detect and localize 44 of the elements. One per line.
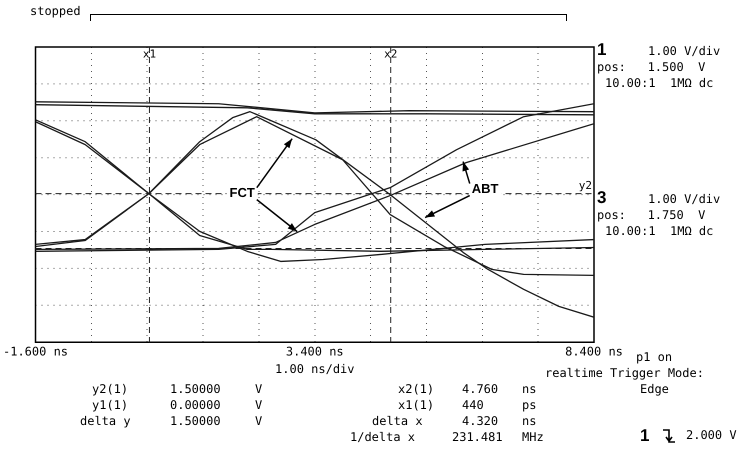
text: V (255, 398, 262, 412)
text: 10.00:1 1MΩ dc (605, 224, 714, 238)
text: ns (522, 382, 536, 396)
ref-line-label: x1 (142, 47, 156, 60)
text: 4.760 (462, 382, 498, 396)
text: pos: 1.750 V (597, 208, 706, 222)
text: 1.00 V/div (648, 44, 720, 58)
text: 1.50000 (170, 414, 221, 428)
text: Edge (640, 382, 669, 396)
text: y2(1) (92, 382, 128, 396)
text: MHz (522, 430, 544, 444)
text: delta y (80, 414, 131, 428)
text: V (255, 414, 262, 428)
text: 3 (597, 188, 606, 208)
x-tick-label: 8.400 ns (565, 344, 623, 359)
x-tick-label: 3.400 ns (286, 344, 344, 359)
text: 1/delta x (350, 430, 416, 444)
text: delta x (372, 414, 423, 428)
text: p1 on (636, 350, 672, 364)
text: 2.000 V (686, 428, 737, 442)
text: x2(1) (398, 382, 434, 396)
text: realtime Trigger Mode: (545, 366, 704, 380)
text: 440 (462, 398, 484, 412)
text: 1.50000 (170, 382, 221, 396)
text: V (255, 382, 262, 396)
text: pos: 1.500 V (597, 60, 706, 74)
text: 1 (597, 40, 606, 60)
annotation: ABT (472, 181, 499, 196)
ref-line-label: y2 (578, 179, 592, 192)
annotation: FCT (230, 185, 255, 200)
text: 231.481 (452, 430, 503, 444)
text: ps (522, 398, 536, 412)
text: y1(1) (92, 398, 128, 412)
x-tick-label: -1.600 ns (2, 344, 68, 359)
x-axis-title: 1.00 ns/div (275, 362, 354, 376)
text: x1(1) (398, 398, 434, 412)
text: ns (522, 414, 536, 428)
text: 4.320 (462, 414, 498, 428)
text: stopped (30, 4, 81, 18)
text: 0.00000 (170, 398, 221, 412)
text: 1.00 V/div (648, 192, 720, 206)
text: 1 (640, 426, 650, 446)
ref-line-label: x2 (384, 47, 398, 60)
text: 10.00:1 1MΩ dc (605, 76, 714, 90)
